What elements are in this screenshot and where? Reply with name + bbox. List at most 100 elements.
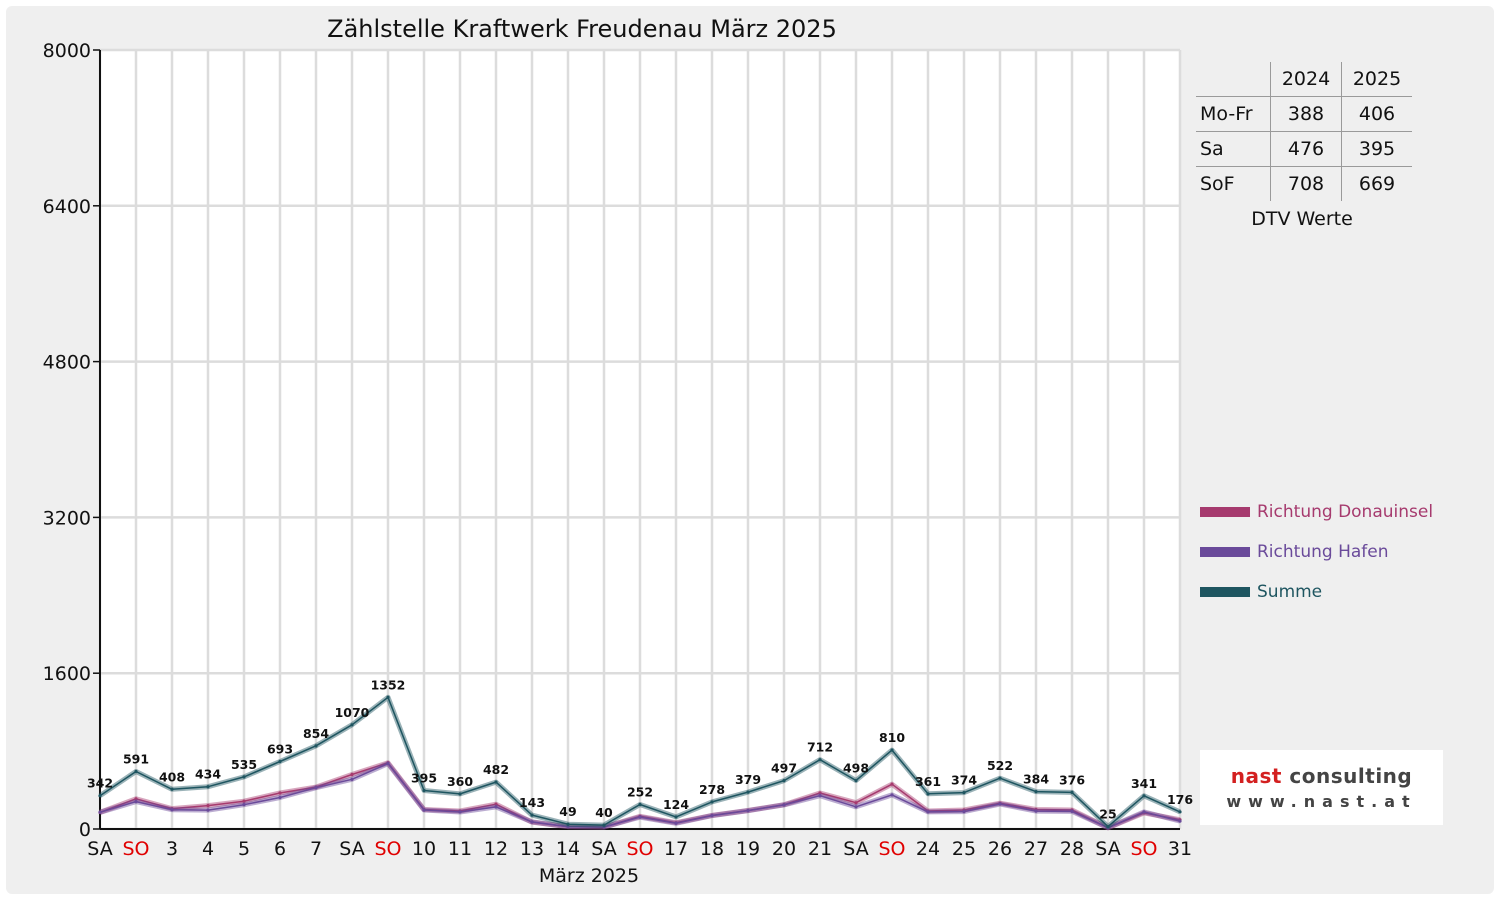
- series-point: [602, 823, 606, 827]
- legend-swatch: [1200, 507, 1250, 517]
- dtv-value-2024: 388: [1270, 96, 1342, 132]
- series-point: [854, 778, 858, 783]
- x-tick-label: 7: [310, 838, 322, 860]
- series-point: [638, 815, 642, 819]
- x-tick-label: 10: [412, 838, 436, 860]
- series-point: [386, 761, 390, 766]
- series-point: [746, 808, 750, 813]
- legend-item: Richtung Hafen: [1200, 532, 1433, 572]
- dtv-table: 2024 2025 Mo-Fr 388 406 Sa 476 395 SoF 7…: [1196, 62, 1412, 201]
- x-tick-label: 28: [1060, 838, 1084, 860]
- data-label: 535: [231, 757, 257, 772]
- series-point: [674, 815, 678, 819]
- x-tick-label: SA: [87, 838, 112, 860]
- series-point: [890, 748, 894, 752]
- series-point: [1070, 809, 1074, 813]
- series-point: [530, 820, 534, 824]
- series-point: [710, 800, 714, 804]
- data-label: 854: [303, 726, 329, 741]
- series-point: [458, 810, 462, 814]
- dtv-row-label: SoF: [1200, 173, 1235, 195]
- series-point: [422, 788, 426, 793]
- x-tick-label: 5: [238, 838, 250, 860]
- data-label: 143: [519, 795, 545, 810]
- data-label: 252: [627, 784, 653, 799]
- data-label: 810: [879, 730, 905, 745]
- data-label: 1070: [335, 705, 370, 720]
- series-point: [566, 825, 570, 829]
- company-logo[interactable]: nast consulting www.nast.at: [1200, 750, 1443, 825]
- series-point: [710, 813, 714, 818]
- logo-wordmark: nast consulting: [1230, 764, 1413, 788]
- series-point: [206, 785, 210, 789]
- data-label: 522: [987, 758, 1013, 773]
- x-tick-label: 18: [700, 838, 724, 860]
- data-label: 342: [87, 776, 113, 791]
- series-point: [1178, 810, 1182, 814]
- series-point: [674, 821, 678, 825]
- data-label: 124: [663, 797, 689, 812]
- series-point: [350, 777, 354, 781]
- data-label: 360: [447, 774, 473, 789]
- series-point: [926, 810, 930, 814]
- x-tick-label: 17: [664, 838, 688, 860]
- dtv-value-2024: 708: [1270, 166, 1342, 201]
- y-tick-label: 0: [79, 819, 91, 841]
- series-point: [242, 803, 246, 807]
- series-point: [494, 780, 498, 784]
- series-point: [1142, 810, 1146, 814]
- data-label: 278: [699, 782, 725, 797]
- x-tick-label: 6: [274, 838, 286, 860]
- data-label: 379: [735, 772, 761, 787]
- series-point: [782, 803, 786, 807]
- series-point: [314, 744, 318, 748]
- x-tick-label: 12: [484, 838, 508, 860]
- legend-label: Summe: [1257, 582, 1323, 602]
- x-tick-label: SO: [374, 838, 401, 860]
- y-tick-label: 6400: [43, 196, 91, 218]
- axes: 0 1600 3200 4800 6400 8000 SA SO 3 4 5 6 7 SA SO 10 11 12…: [43, 40, 1192, 860]
- legend-swatch: [1200, 547, 1250, 557]
- dtv-row: Mo-Fr 388 406: [1196, 96, 1412, 132]
- series-point: [818, 794, 822, 798]
- data-label: 395: [411, 771, 437, 786]
- data-label: 49: [559, 804, 576, 819]
- legend-item: Summe: [1200, 572, 1433, 612]
- data-label: 591: [123, 751, 149, 766]
- x-tick-label: SO: [1130, 838, 1157, 860]
- x-tick-label: SA: [843, 838, 868, 860]
- x-tick-label: 11: [448, 838, 472, 860]
- dtv-value-2025: 669: [1341, 166, 1412, 201]
- x-tick-label: 20: [772, 838, 796, 860]
- data-label: 693: [267, 742, 293, 757]
- x-tick-label: 21: [808, 838, 832, 860]
- series-point: [566, 822, 570, 826]
- legend: Richtung Donauinsel Richtung Hafen Summe: [1200, 492, 1433, 612]
- dtv-header-2024: 2024: [1270, 62, 1342, 97]
- series-point: [314, 786, 318, 790]
- x-tick-label: 14: [556, 838, 580, 860]
- dtv-row-label: Mo-Fr: [1196, 96, 1271, 132]
- series-point: [350, 723, 354, 727]
- y-tick-label: 8000: [43, 40, 91, 62]
- x-tick-label: 24: [916, 838, 940, 860]
- dtv-row-label: Sa: [1196, 131, 1271, 167]
- series-point: [1070, 790, 1074, 794]
- data-label: 361: [915, 774, 941, 789]
- legend-item: Richtung Donauinsel: [1200, 492, 1433, 532]
- data-label: 40: [595, 805, 613, 820]
- series-point: [386, 695, 390, 699]
- x-tick-label: SA: [1095, 838, 1120, 860]
- legend-label: Richtung Donauinsel: [1257, 502, 1434, 522]
- data-label: 384: [1023, 772, 1049, 787]
- data-label: 434: [195, 767, 221, 782]
- dtv-caption: DTV Werte: [1251, 208, 1353, 230]
- series-point: [278, 795, 282, 800]
- dtv-row: Sa 476 395: [1196, 131, 1412, 167]
- x-axis-label: März 2025: [539, 865, 639, 887]
- series-point: [746, 790, 750, 794]
- series-point: [170, 787, 174, 791]
- series-point: [1178, 819, 1182, 823]
